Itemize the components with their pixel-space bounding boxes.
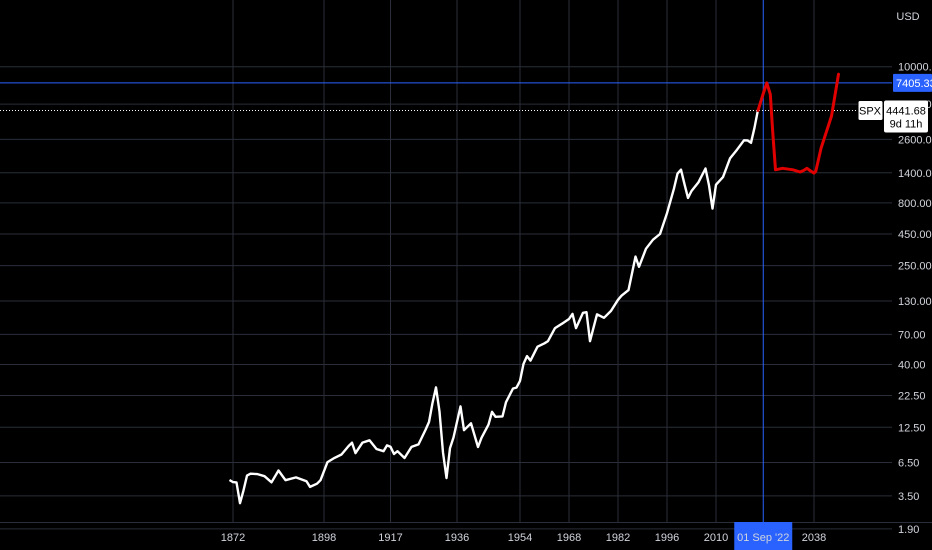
hand-drawn-projection-line[interactable]: [756, 72, 840, 175]
symbol-name: SPX: [859, 105, 882, 117]
y-tick-label: 250.00: [898, 261, 932, 273]
x-tick-label: 2010: [704, 532, 728, 544]
currency-label[interactable]: USD: [896, 8, 920, 24]
x-tick-label: 2038: [802, 532, 826, 544]
y-tick-label: 6.50: [898, 458, 919, 470]
x-tick-label: 1982: [606, 532, 630, 544]
x-tick-label: 1968: [557, 532, 581, 544]
y-tick-label: 130.00: [898, 296, 932, 308]
y-tick-label: 800.00: [898, 198, 932, 210]
x-tick-label: 1917: [378, 532, 402, 544]
y-tick-label: 450.00: [898, 229, 932, 241]
y-tick-label: 1.90: [898, 524, 919, 536]
y-tick-label: 2600.00: [898, 134, 932, 146]
x-tick-label: 1936: [445, 532, 469, 544]
x-tick-label: 1996: [655, 532, 679, 544]
y-tick-label: 1400.00: [898, 168, 932, 180]
y-tick-label: 3.50: [898, 491, 919, 503]
symbol-last-price: 4441.68: [886, 105, 926, 117]
x-tick-label: 1898: [312, 532, 336, 544]
symbol-price-badge[interactable]: SPX 4441.68 9d 11h: [857, 99, 928, 133]
currency-label-text: USD: [896, 11, 919, 23]
y-tick-label: 40.00: [898, 360, 926, 372]
spx-price-series-line: [228, 109, 760, 505]
crosshair-date-text: 01 Sep '22: [737, 532, 789, 544]
y-tick-label: 70.00: [898, 329, 926, 341]
crosshair-price-text: 7405.33: [896, 78, 932, 90]
time-axis[interactable]: 1872 1898 1917 1936 1954 1968 1982 1996 2010 2038: [221, 532, 826, 544]
crosshair-price-label: 7405.33: [893, 73, 932, 92]
crosshair-date-label: 01 Sep '22: [734, 522, 793, 550]
price-axis[interactable]: 10000.005000.002600.001400.00800.00450.0…: [898, 62, 932, 536]
y-tick-label: 22.50: [898, 391, 926, 403]
y-tick-label: 12.50: [898, 422, 926, 434]
y-tick-label: 10000.00: [898, 62, 932, 74]
x-tick-label: 1954: [508, 532, 532, 544]
bar-countdown: 9d 11h: [890, 118, 923, 130]
x-tick-label: 1872: [221, 532, 245, 544]
